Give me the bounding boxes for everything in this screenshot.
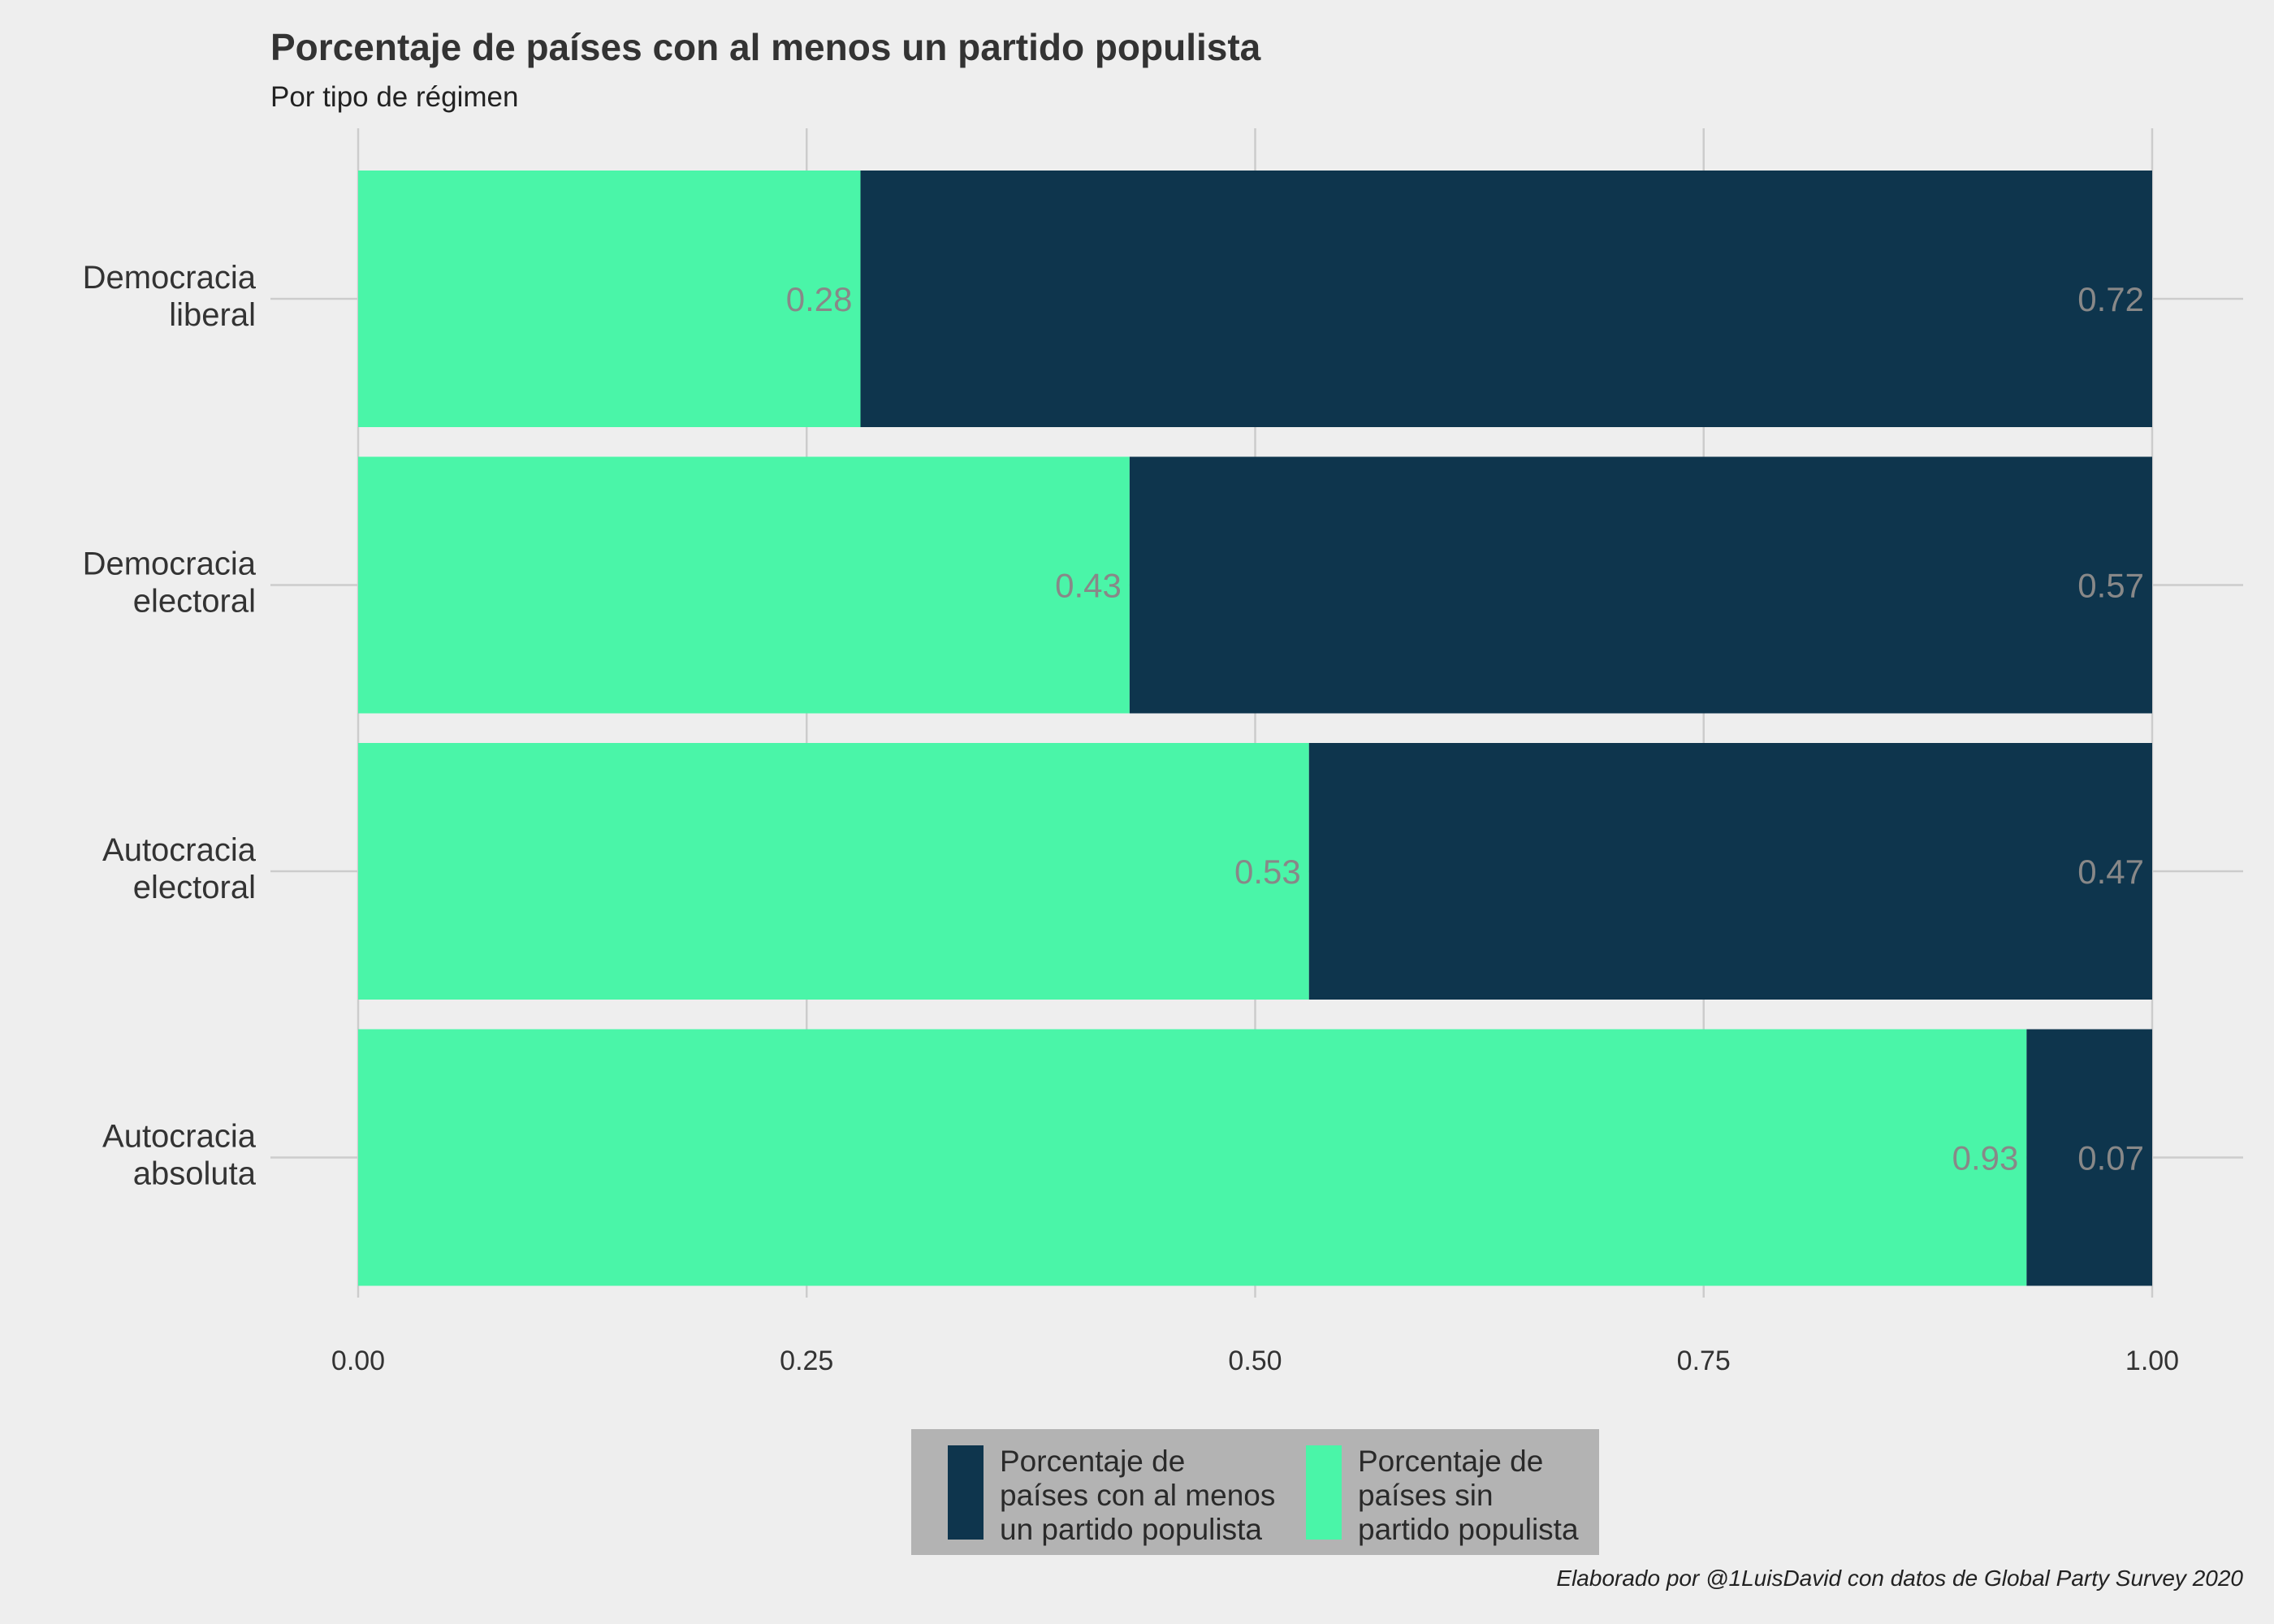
bar-segment [1129,456,2152,714]
bar-value-label: 0.28 [786,280,853,318]
bar-segment [358,1029,2027,1286]
value-labels: 0.28 0.72 0.43 0.57 0.53 0.47 0.93 0.07 [786,280,2144,1177]
x-tick-label: 1.00 [2125,1345,2179,1376]
bar-value-label: 0.53 [1234,853,1301,891]
y-tick-label: electoral [133,584,256,620]
bar-value-label: 0.43 [1055,567,1122,605]
bar-value-label: 0.47 [2077,853,2144,891]
x-tick-label: 0.25 [780,1345,833,1376]
legend-label: países sin [1358,1479,1494,1512]
y-tick-label: Democracia [83,546,257,582]
bar-segment [2026,1029,2152,1286]
bar-segment [358,743,1309,1000]
legend-label: partido populista [1358,1513,1579,1546]
bar-value-label: 0.72 [2077,280,2144,318]
y-axis-labels: DemocracialiberalDemocraciaelectoralAuto… [83,260,257,1192]
bar-value-label: 0.93 [1952,1139,2019,1177]
chart-subtitle: Por tipo de régimen [270,81,518,113]
legend-key [1306,1445,1342,1540]
y-tick-label: Autocracia [102,1119,257,1155]
y-tick-label: absoluta [133,1156,257,1192]
legend-label: un partido populista [1000,1513,1262,1546]
y-tick-label: liberal [169,297,256,333]
chart-caption: Elaborado por @1LuisDavid con datos de G… [1556,1566,2243,1591]
y-tick-label: Autocracia [102,832,257,868]
x-axis-ticks: 0.00 0.25 0.50 0.75 1.00 [331,1345,2179,1376]
legend-box [911,1429,1599,1555]
legend-label: países con al menos [1000,1479,1275,1512]
y-tick-label: Democracia [83,260,257,296]
bar-segment [1308,743,2152,1000]
legend-label: Porcentaje de [1358,1445,1543,1478]
bar-value-label: 0.07 [2077,1139,2144,1177]
bars [358,171,2152,1286]
x-tick-label: 0.00 [331,1345,385,1376]
legend-key [948,1445,984,1540]
y-tick-label: electoral [133,870,256,905]
x-tick-label: 0.75 [1677,1345,1731,1376]
bar-segment [860,171,2152,427]
bar-segment [358,171,861,427]
x-tick-label: 0.50 [1228,1345,1282,1376]
legend-label: Porcentaje de [1000,1445,1185,1478]
bar-segment [358,456,1130,714]
chart-title: Porcentaje de países con al menos un par… [270,26,1261,68]
bar-value-label: 0.57 [2077,567,2144,605]
